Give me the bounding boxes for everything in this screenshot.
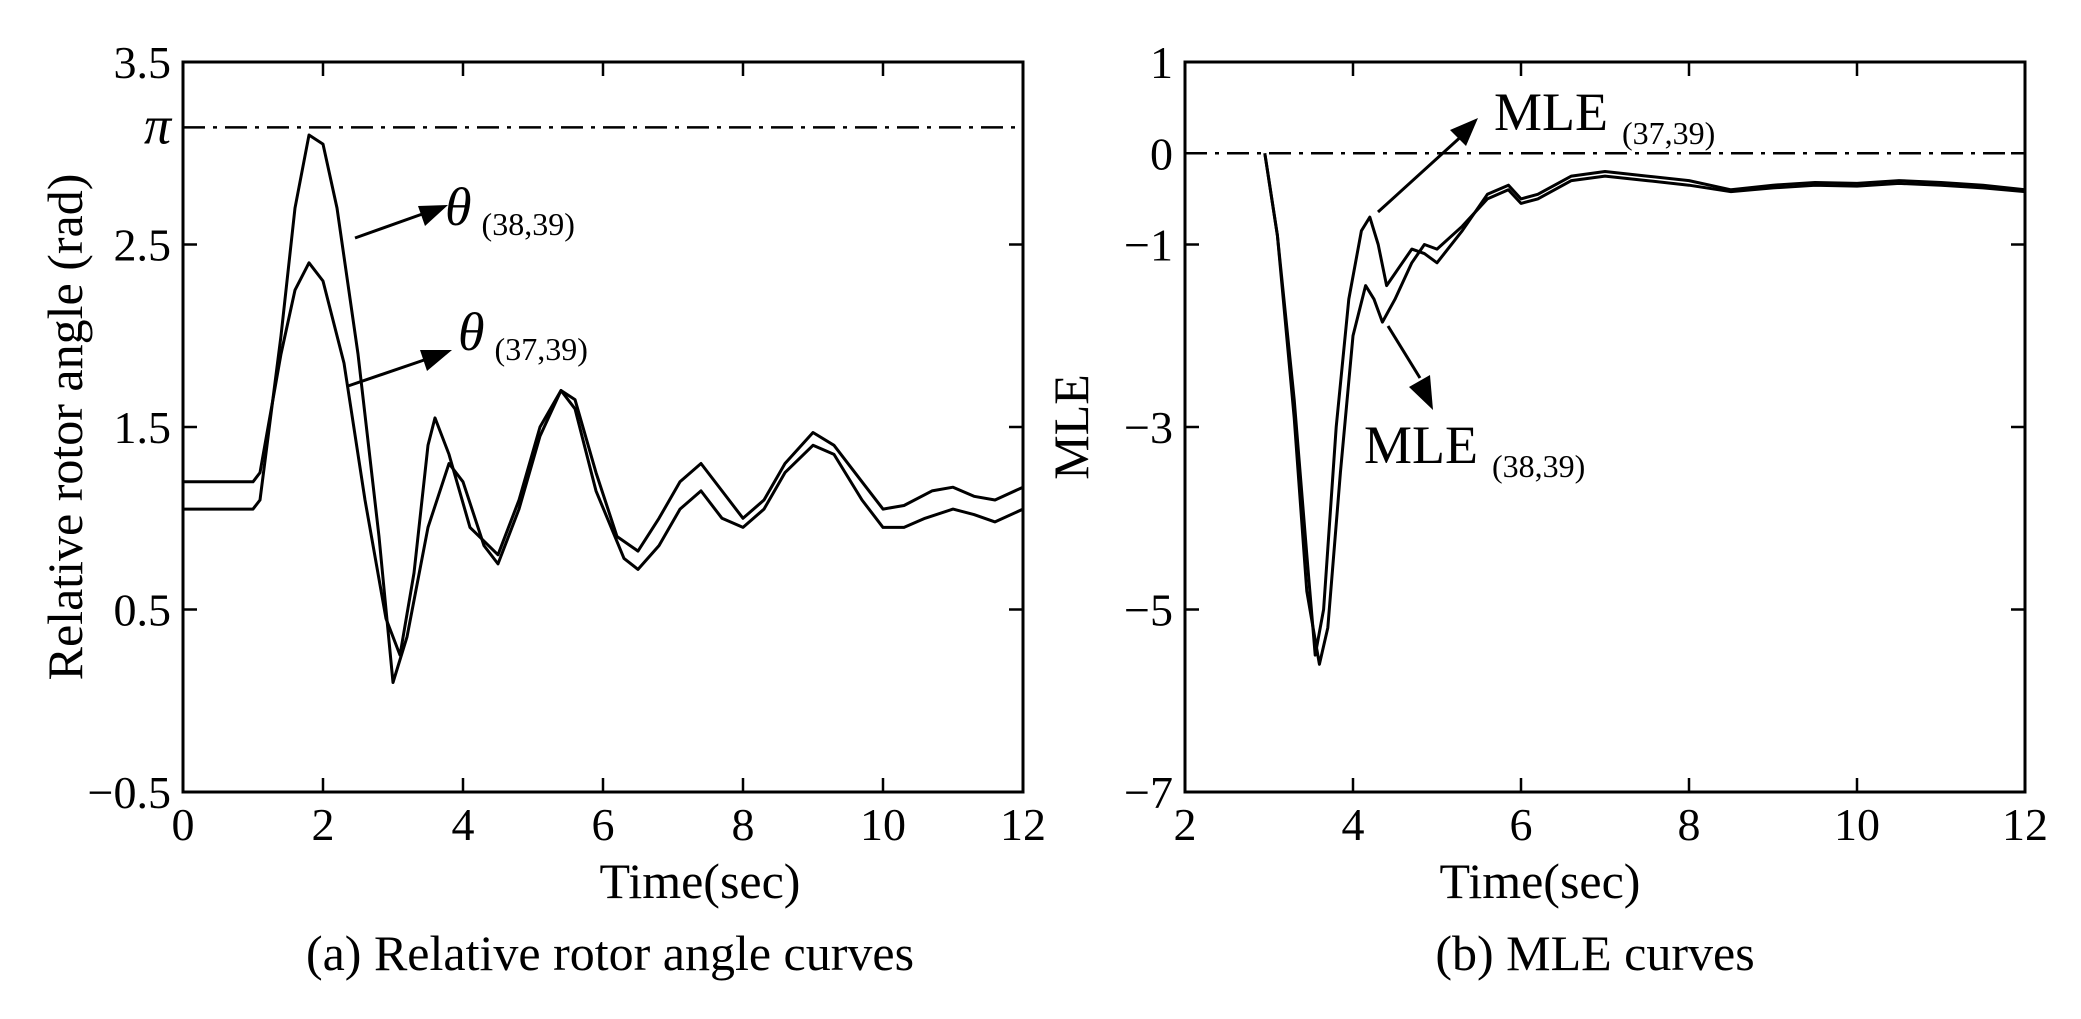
panel-b-annotation-mle-37-39: MLE (37,39) (1494, 82, 1715, 151)
panel-a-caption: (a) Relative rotor angle curves (306, 925, 914, 981)
x-tick-label: 8 (732, 799, 755, 850)
x-tick-label: 2 (312, 799, 335, 850)
panel-a-x-ticks: 0 2 4 6 8 10 12 (172, 62, 1046, 850)
panel-a-y-ticks: −0.5 0.5 1.5 2.5 3.5 (88, 37, 1023, 818)
panel-b-annotation-mle-38-39: MLE (38,39) (1364, 415, 1585, 484)
x-tick-label: 6 (1510, 799, 1533, 850)
panel-b-x-ticks: 2 4 6 8 10 12 (1174, 62, 2048, 850)
panel-a-annotation-arrow-38-39 (354, 210, 429, 240)
x-tick-label: 12 (1000, 799, 1046, 850)
y-tick-label: 1.5 (114, 402, 172, 453)
y-tick-label: 0 (1150, 128, 1173, 179)
panel-a: π 0 2 4 6 8 10 12 −0.5 0.5 1.5 2.5 3.5 Time(sec) R… (37, 37, 1046, 981)
panel-b-annotation-arrow-37-39 (1376, 131, 1467, 214)
x-tick-label: 8 (1678, 799, 1701, 850)
panel-a-annotation-theta-38-39: θ (38,39) (445, 177, 575, 242)
x-tick-label: 0 (172, 799, 195, 850)
y-tick-label: −5 (1124, 585, 1173, 636)
y-tick-label: 2.5 (114, 220, 172, 271)
panel-b-annotation-arrow-38-39 (1386, 325, 1422, 379)
x-tick-label: 6 (592, 799, 615, 850)
panel-a-annotation-arrowhead-38-39 (418, 205, 448, 226)
panel-a-curves (183, 133, 1024, 684)
panel-b-x-axis-label: Time(sec) (1440, 853, 1641, 909)
series-line-2 (1263, 153, 2026, 666)
panel-a-annotation-theta-37-39: θ (37,39) (458, 302, 588, 367)
y-tick-label: 3.5 (114, 37, 172, 88)
y-tick-label: −0.5 (88, 767, 171, 818)
x-tick-label: 10 (1834, 799, 1880, 850)
y-tick-label: −3 (1124, 402, 1173, 453)
panel-b-y-axis-label: MLE (1043, 374, 1099, 480)
x-tick-label: 4 (1342, 799, 1365, 850)
panel-b: 2 4 6 8 10 12 −7 −5 −3 −1 0 1 Time(sec) MLE (b) ML… (1043, 37, 2048, 981)
x-tick-label: 12 (2002, 799, 2048, 850)
panel-a-frame (181, 60, 1025, 794)
panel-b-annotation-arrowhead-38-39 (1409, 375, 1433, 410)
y-tick-label: −7 (1124, 767, 1173, 818)
panel-a-pi-label: π (144, 95, 173, 155)
panel-a-x-axis-label: Time(sec) (600, 853, 801, 909)
series-line-2 (183, 261, 1024, 657)
y-tick-label: 0.5 (114, 585, 172, 636)
panel-a-y-axis-label: Relative rotor angle (rad) (37, 174, 93, 681)
y-tick-label: 1 (1150, 37, 1173, 88)
panel-b-y-ticks: −7 −5 −3 −1 0 1 (1124, 37, 2025, 818)
panel-b-annotation-arrowhead-37-39 (1450, 118, 1478, 146)
panel-b-caption: (b) MLE curves (1435, 925, 1754, 981)
panel-a-annotation-arrowhead-37-39 (420, 350, 452, 371)
series-line-1 (183, 133, 1024, 684)
x-tick-label: 4 (452, 799, 475, 850)
y-tick-label: −1 (1124, 220, 1173, 271)
x-tick-label: 2 (1174, 799, 1197, 850)
panel-a-annotation-arrow-37-39 (347, 356, 431, 388)
x-tick-label: 10 (860, 799, 906, 850)
panel-b-curves (1263, 153, 2026, 666)
series-line-1 (1263, 153, 2026, 657)
